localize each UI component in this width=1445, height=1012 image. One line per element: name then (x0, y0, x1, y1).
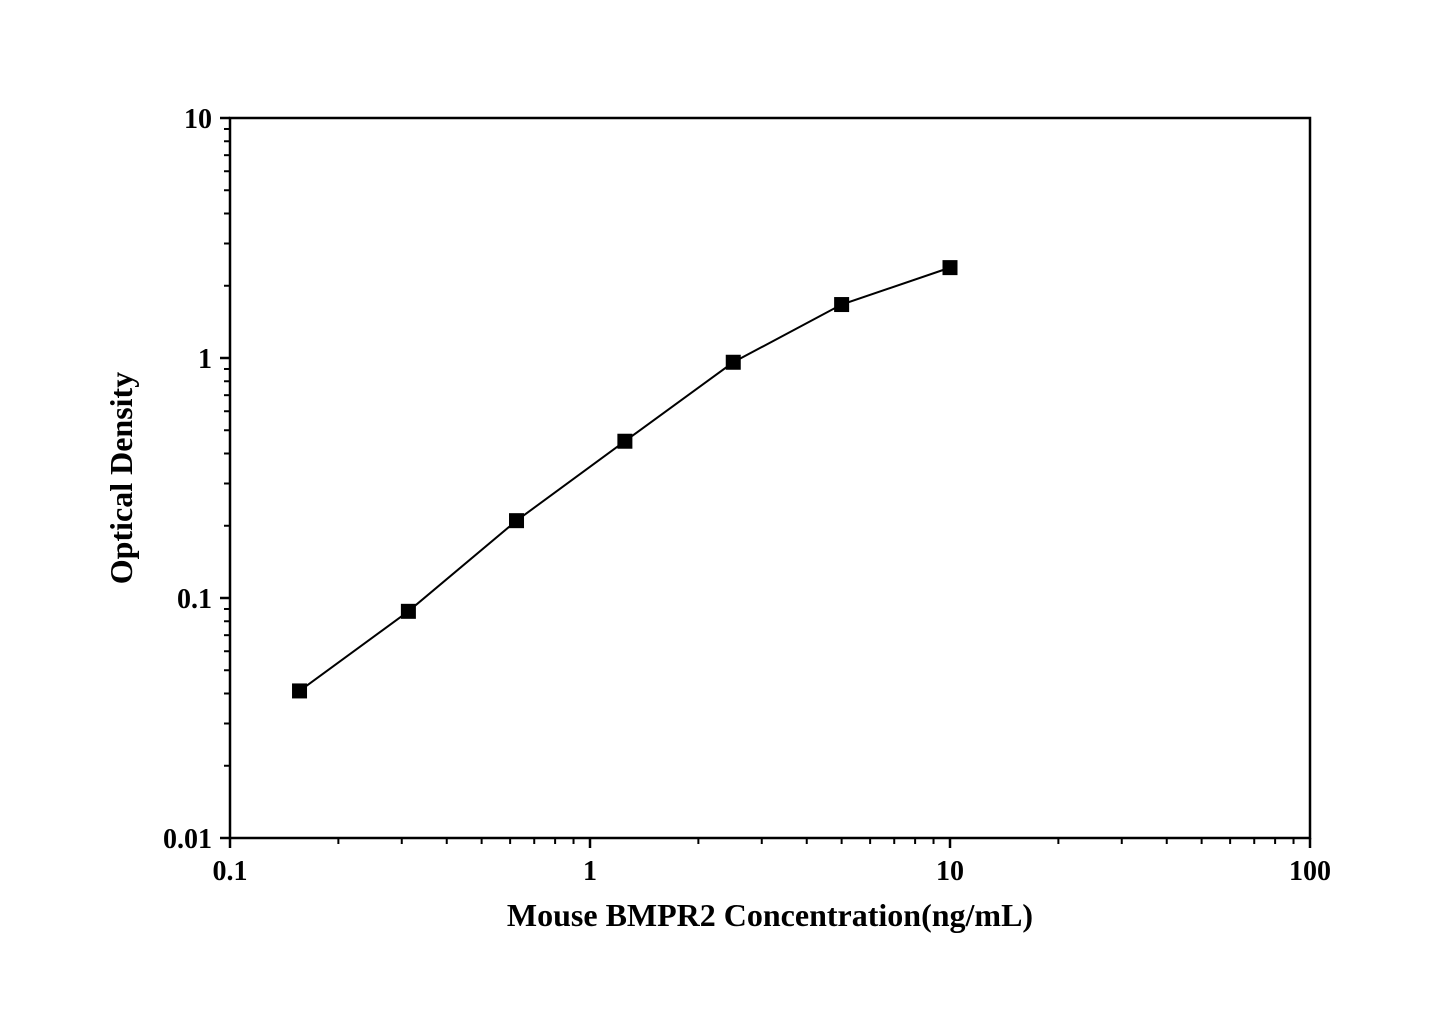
series-line (300, 267, 950, 690)
y-tick-label: 0.1 (177, 583, 212, 614)
series-marker (943, 260, 957, 274)
y-tick-label: 10 (184, 103, 212, 134)
series-marker (835, 297, 849, 311)
series-marker (401, 604, 415, 618)
chart-container: 0.11101000.010.1110Mouse BMPR2 Concentra… (0, 0, 1445, 1012)
x-tick-label: 0.1 (213, 856, 248, 887)
series-marker (293, 683, 307, 697)
x-tick-label: 1 (583, 856, 597, 887)
series-marker (726, 355, 740, 369)
plot-frame (230, 118, 1310, 838)
series-marker (618, 434, 632, 448)
x-axis-label: Mouse BMPR2 Concentration(ng/mL) (507, 897, 1033, 933)
x-tick-label: 100 (1289, 856, 1331, 887)
y-tick-label: 0.01 (163, 823, 212, 854)
y-tick-label: 1 (198, 343, 212, 374)
chart-svg: 0.11101000.010.1110Mouse BMPR2 Concentra… (0, 0, 1445, 1007)
y-axis-label: Optical Density (103, 371, 139, 583)
x-tick-label: 10 (936, 856, 964, 887)
series-marker (510, 513, 524, 527)
